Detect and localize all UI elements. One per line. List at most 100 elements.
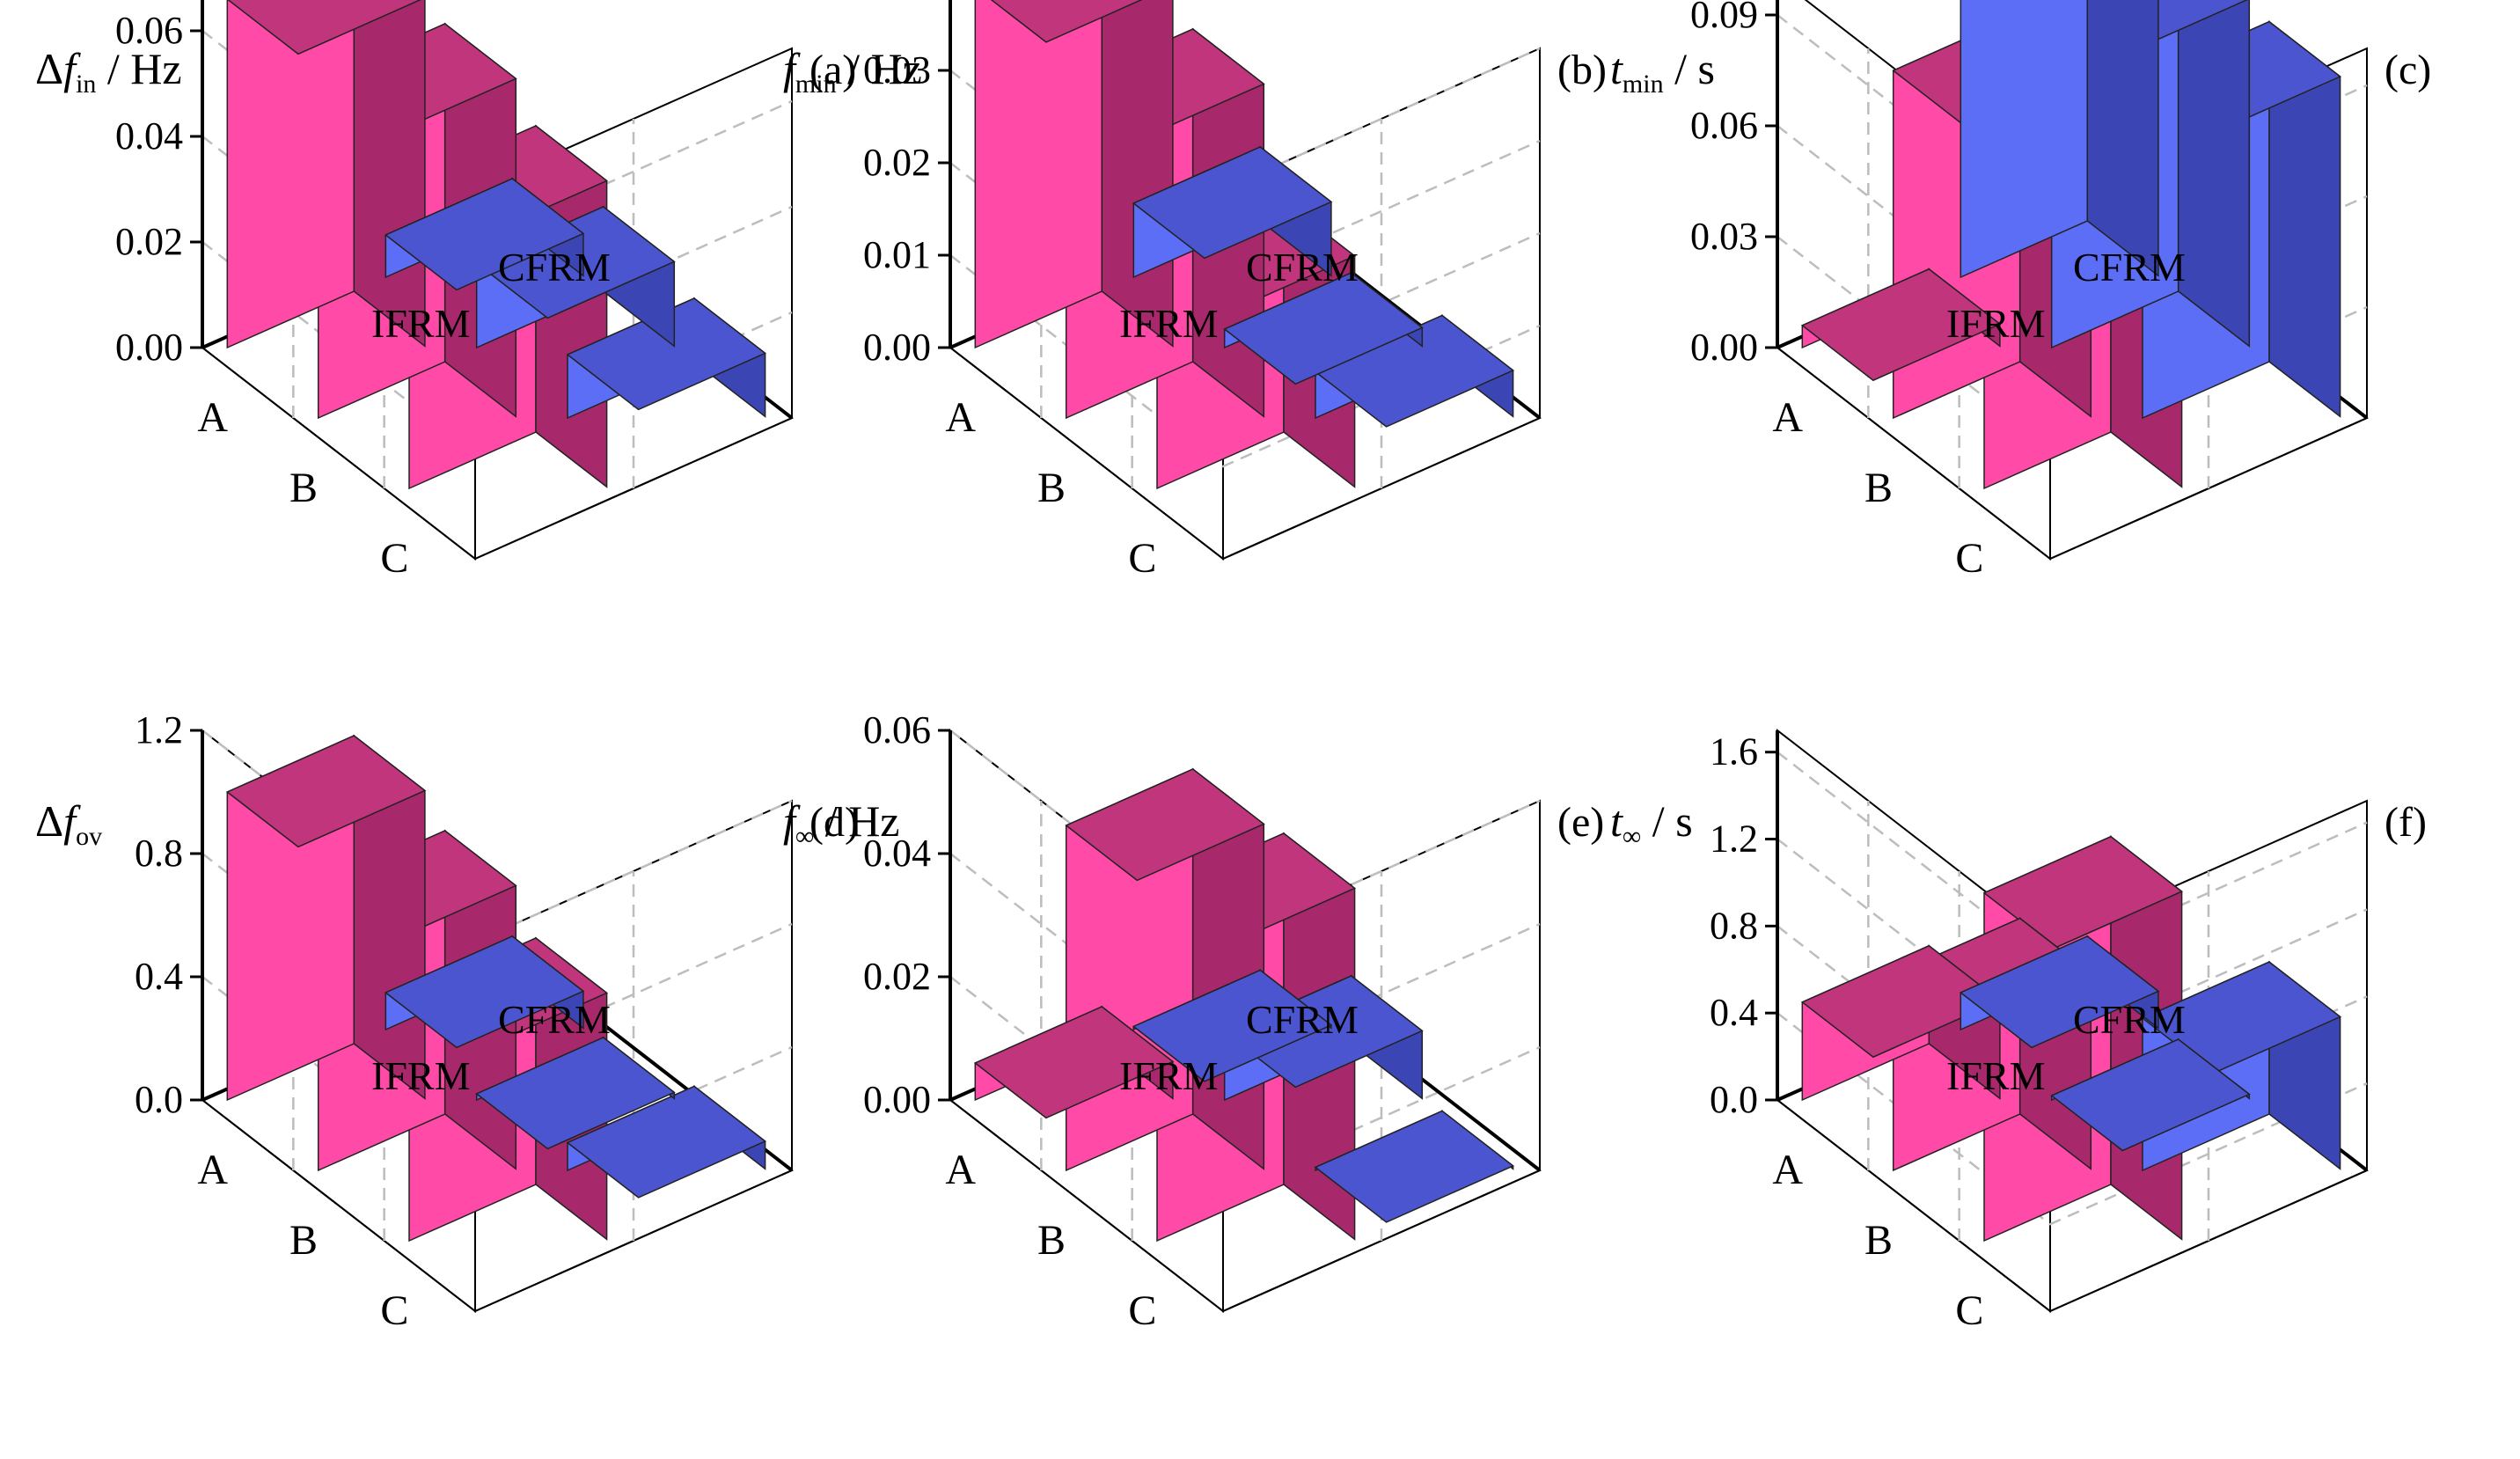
row-label-C: C	[1128, 1287, 1156, 1334]
col-label-IFRM: IFRM	[371, 1053, 470, 1098]
y-tick-label: 0.4	[135, 955, 183, 998]
panel-f: 0.0 0.4 0.8 1.2 1.6 A B C IFRM CFRM (f) t∞ / s	[1610, 728, 2427, 1334]
row-label-B: B	[1037, 465, 1066, 511]
y-tick-label: 1.2	[1710, 817, 1758, 861]
y-axis-title: t∞ / s	[1610, 796, 1693, 851]
bar-CFRM-A	[973, 1005, 1175, 1119]
col-label-IFRM: IFRM	[371, 301, 470, 346]
y-tick-label: 0.04	[115, 114, 183, 158]
bar-top	[384, 178, 585, 291]
row-label-C: C	[380, 1287, 408, 1334]
panel-c: 0.00 0.03 0.06 0.09 A B C IFRM CFRM (c) tmin / s	[1610, 0, 2431, 582]
panel-tag: (d)	[809, 799, 859, 846]
bar-front	[1960, 0, 2089, 279]
bar-front	[974, 0, 1103, 349]
y-tick-label: 0.8	[135, 832, 183, 875]
y-tick-label: 0.0	[1710, 1078, 1758, 1121]
y-axis-title: tmin / s	[1610, 44, 1715, 99]
col-label-CFRM: CFRM	[2073, 997, 2186, 1042]
bar-IFRM-A	[1960, 0, 2159, 279]
bar-IFRM-A	[1132, 968, 1333, 1082]
bar-top	[1800, 268, 2002, 382]
y-axis-title: f∞ / Hz	[783, 796, 900, 851]
bar-side	[1101, 0, 1174, 348]
y-tick-label: 0.0	[135, 1078, 183, 1121]
bar-IFRM-C	[566, 1084, 767, 1199]
bar-top	[973, 1006, 1175, 1119]
row-label-C: C	[380, 535, 408, 582]
bar-CFRM-A	[974, 0, 1174, 349]
bar-side	[2086, 0, 2159, 277]
row-label-A: A	[1772, 394, 1803, 441]
panel-tag: (f)	[2384, 799, 2427, 846]
panel-tag: (a)	[809, 47, 856, 93]
bar-side	[353, 0, 426, 348]
y-tick-label: 1.2	[135, 708, 183, 751]
col-label-CFRM: CFRM	[498, 997, 611, 1042]
col-label-IFRM: IFRM	[1946, 301, 2045, 346]
y-tick-label: 0.02	[115, 220, 183, 263]
bar-IFRM-B	[1223, 271, 1424, 385]
bar-CFRM-A	[1800, 268, 2002, 382]
bar-IFRM-B	[475, 1036, 676, 1150]
col-label-IFRM: IFRM	[1119, 1053, 1218, 1098]
bar-IFRM-C	[1314, 313, 1515, 428]
bar-top	[1223, 272, 1424, 385]
bar-CFRM-A	[225, 734, 427, 1102]
bar-CFRM-A	[226, 0, 426, 349]
y-tick-label: 0.06	[863, 708, 931, 751]
col-label-CFRM: CFRM	[2073, 245, 2186, 290]
col-label-CFRM: CFRM	[1246, 997, 1359, 1042]
y-tick-label: 0.4	[1710, 991, 1758, 1034]
bar-top	[2050, 1038, 2251, 1152]
y-tick-label: 0.03	[863, 48, 931, 92]
y-tick-label: 0.04	[863, 832, 931, 875]
col-label-CFRM: CFRM	[498, 245, 611, 290]
bar-top	[1314, 1110, 1515, 1223]
bar-top	[384, 935, 585, 1049]
panel-a: 0.00 0.02 0.04 0.06 A B C IFRM CFRM (a) Δfin / Hz	[35, 0, 856, 582]
bar-top	[1959, 935, 2160, 1049]
bar-IFRM-A	[384, 177, 585, 291]
y-tick-label: 0.02	[863, 141, 931, 184]
row-label-B: B	[1037, 1217, 1066, 1264]
panel-tag: (c)	[2384, 47, 2431, 93]
y-tick-label: 0.03	[1690, 215, 1758, 258]
panel-d: 0.0 0.4 0.8 1.2 A B C IFRM CFRM (d) Δfov	[35, 708, 859, 1334]
y-tick-label: 0.00	[863, 1078, 931, 1121]
y-tick-label: 0.06	[115, 9, 183, 52]
bar-IFRM-B	[2050, 1037, 2251, 1152]
bar-top	[1223, 975, 1424, 1089]
row-label-C: C	[1955, 535, 1983, 582]
y-tick-label: 0.02	[863, 955, 931, 998]
bar-front	[226, 0, 355, 349]
y-axis-title: fmin / Hz	[783, 44, 922, 99]
bar-IFRM-C	[1314, 1109, 1515, 1223]
y-tick-label: 0.00	[115, 326, 183, 369]
panel-e: 0.00 0.02 0.04 0.06 A B C IFRM CFRM (e) f∞ / Hz	[783, 708, 1604, 1334]
bar-top	[1132, 146, 1333, 260]
y-tick-label: 0.01	[863, 233, 931, 276]
bar-IFRM-A	[1132, 145, 1333, 279]
gridline	[1776, 1012, 2368, 1226]
row-label-B: B	[289, 1217, 318, 1264]
y-axis-title: Δfov	[35, 796, 102, 851]
bar-side	[2177, 0, 2251, 348]
y-tick-label: 0.00	[1690, 326, 1758, 369]
bar-top	[1132, 969, 1333, 1082]
row-label-B: B	[289, 465, 318, 511]
bar-top	[1065, 768, 1265, 882]
y-axis-title: Δfin / Hz	[35, 44, 182, 99]
bar-top	[566, 1085, 767, 1199]
panel-tag: (e)	[1557, 799, 1604, 846]
bar-top	[225, 735, 427, 848]
row-label-B: B	[1864, 1217, 1893, 1264]
bar-IFRM-A	[384, 935, 585, 1049]
row-label-C: C	[1955, 1287, 1983, 1334]
row-label-A: A	[945, 394, 976, 441]
bar-CFRM-B	[1065, 767, 1265, 1172]
row-label-B: B	[1864, 465, 1893, 511]
row-label-A: A	[197, 394, 228, 441]
bar-top	[990, 0, 1143, 43]
